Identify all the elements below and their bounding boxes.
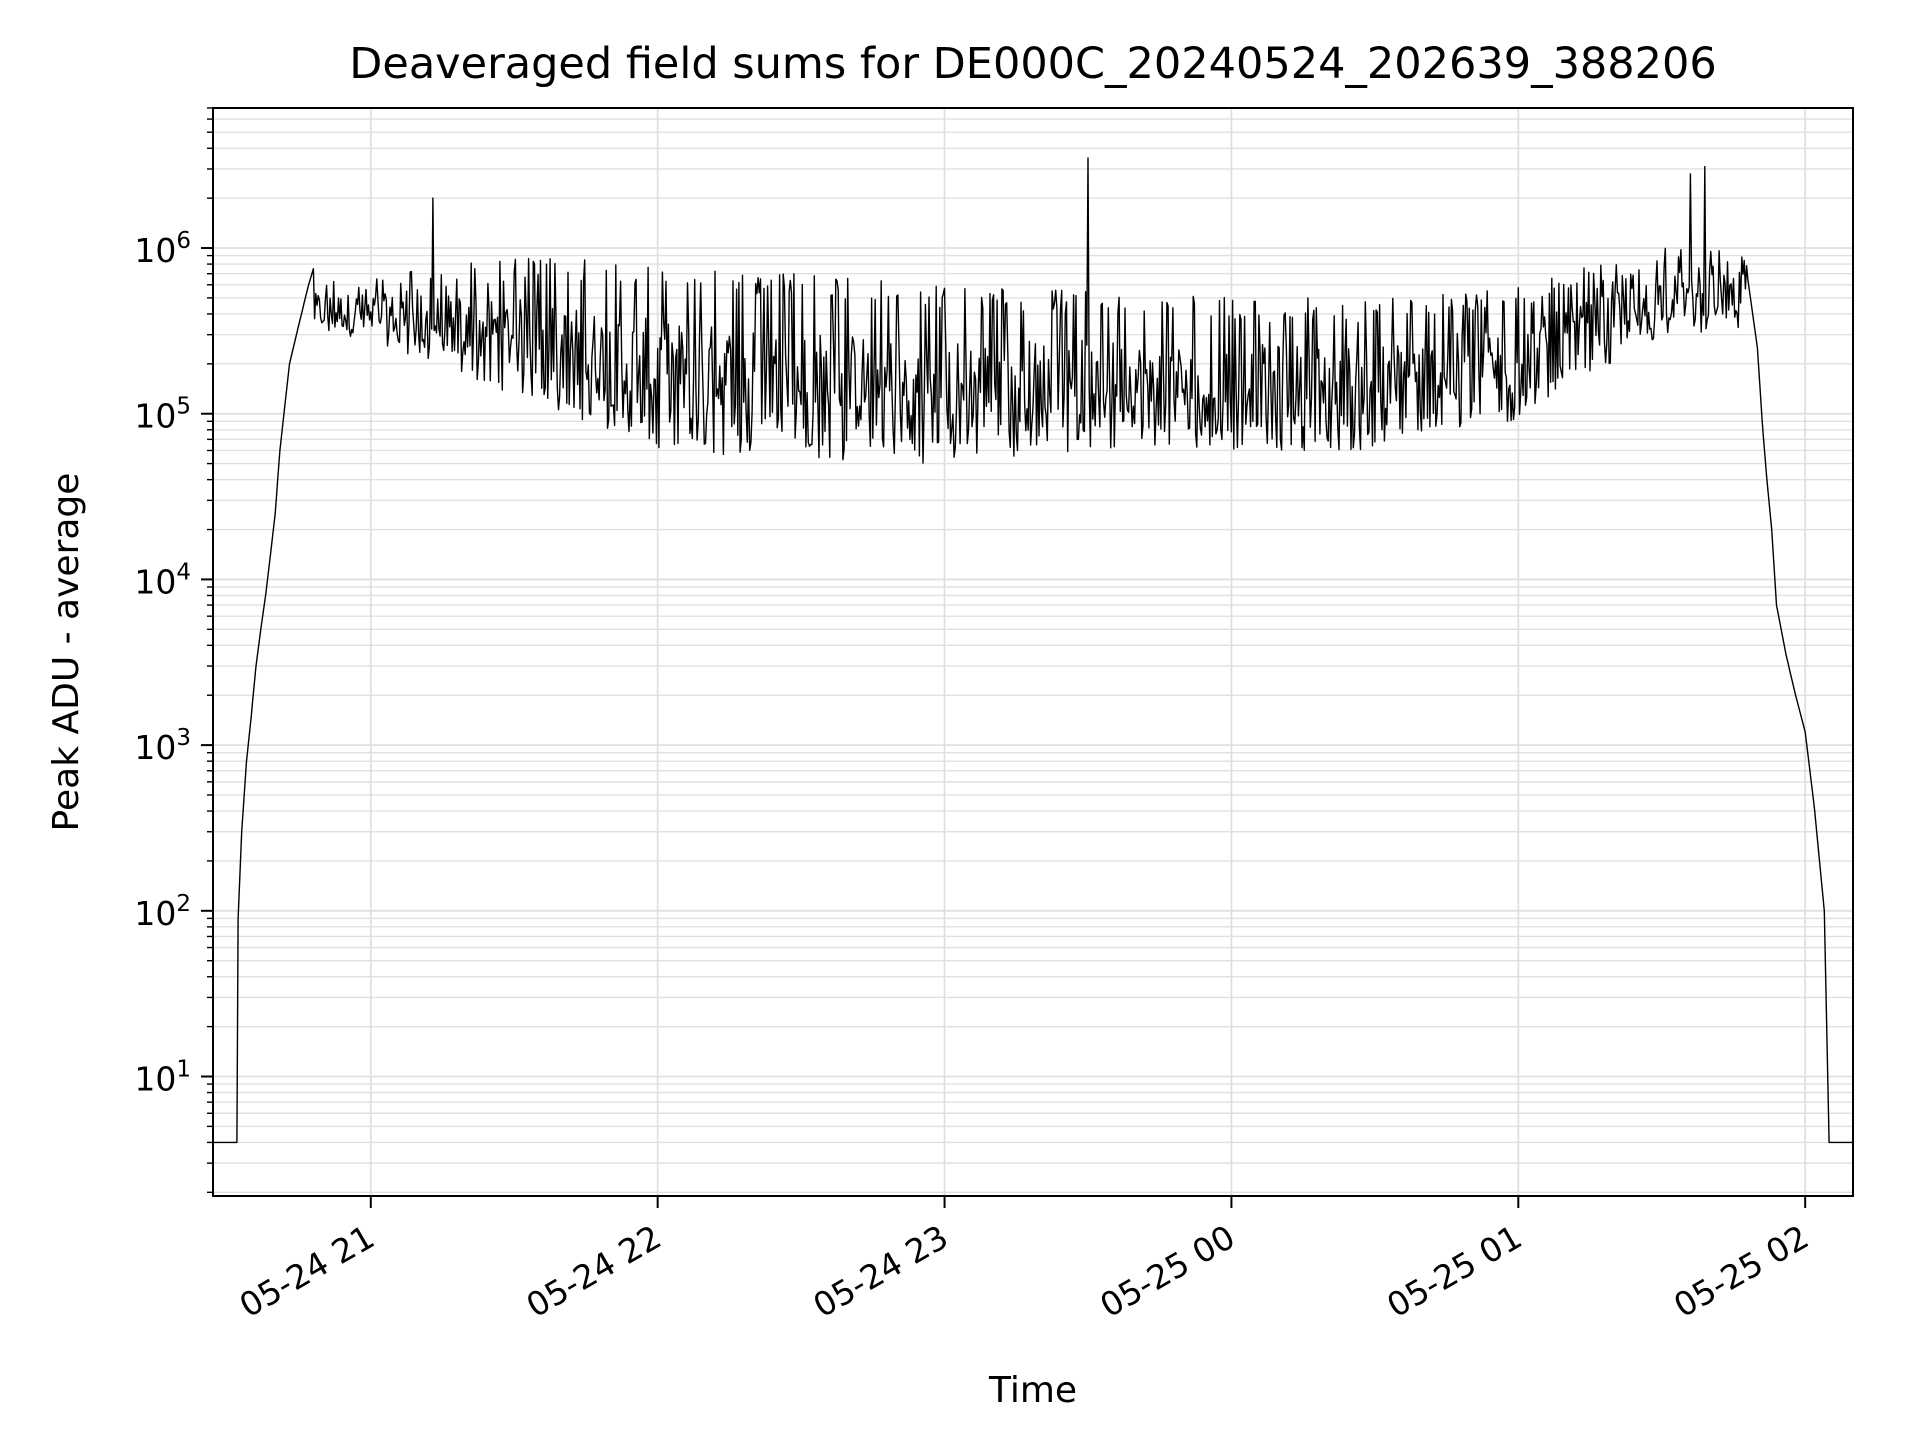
axis-ticks bbox=[201, 107, 1807, 1208]
y-tick-label: 102 bbox=[134, 891, 191, 933]
x-tick-label: 05-24 21 bbox=[233, 1217, 381, 1325]
y-axis-label: Peak ADU - average bbox=[46, 473, 87, 832]
chart-title: Deaveraged field sums for DE000C_2024052… bbox=[349, 39, 1716, 89]
series-line bbox=[213, 157, 1853, 1144]
x-axis-label: Time bbox=[988, 1370, 1077, 1411]
x-tick-label: 05-24 22 bbox=[520, 1217, 668, 1325]
plot-frame bbox=[212, 107, 1854, 1197]
y-tick-label: 106 bbox=[134, 228, 191, 270]
y-tick-label: 103 bbox=[134, 725, 191, 767]
x-tick-label: 05-25 01 bbox=[1380, 1217, 1528, 1325]
y-tick-labels: 101 102 103 104 105 106 bbox=[134, 228, 191, 1098]
x-tick-label: 05-25 02 bbox=[1667, 1217, 1815, 1325]
x-tick-label: 05-25 00 bbox=[1093, 1217, 1241, 1325]
x-tick-labels: 05-24 21 05-24 22 05-24 23 05-25 00 05-25 01… bbox=[233, 1217, 1815, 1325]
y-tick-label: 104 bbox=[134, 559, 191, 601]
y-tick-label: 101 bbox=[134, 1056, 191, 1098]
x-tick-label: 05-24 23 bbox=[807, 1217, 955, 1325]
grid-lines bbox=[213, 107, 1853, 1196]
y-tick-label: 105 bbox=[134, 394, 191, 436]
